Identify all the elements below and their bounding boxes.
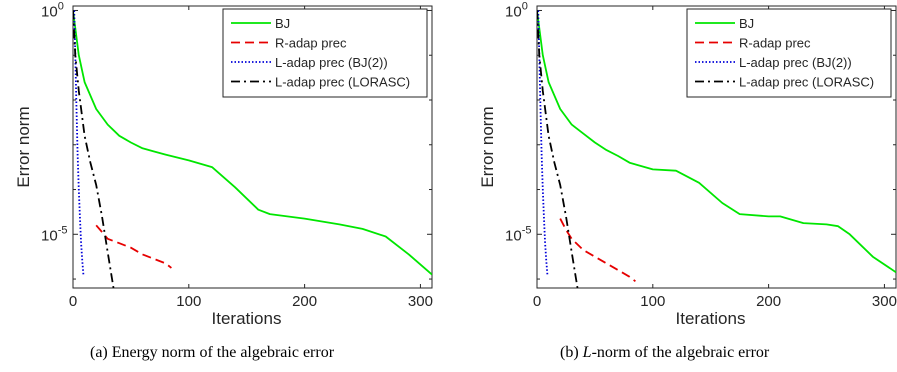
y-tick-exponent: 0: [58, 0, 64, 12]
y-tick-base: 10: [505, 227, 522, 244]
series-line-0: [537, 10, 896, 274]
legend-entry: L-adap prec (BJ(2)): [739, 55, 852, 70]
series-line-1: [559, 218, 636, 283]
series-line-0: [73, 10, 432, 276]
caption-b-prefix: (b): [560, 344, 583, 361]
x-tick-label: 0: [533, 293, 541, 310]
y-tick-exponent: 0: [522, 0, 528, 12]
series-group: [73, 10, 432, 288]
series-line-3: [73, 10, 115, 288]
y-axis-label: Error norm: [14, 106, 33, 187]
y-tick-label: 100: [41, 0, 64, 20]
x-tick-label: 300: [872, 293, 897, 310]
y-tick-label: 100: [505, 0, 528, 20]
caption-a: (a) Energy norm of the algebraic error: [90, 344, 334, 362]
x-axis-label: Iterations: [676, 309, 746, 328]
y-tick-label: 10-5: [41, 224, 67, 244]
x-axis-label: Iterations: [212, 309, 282, 328]
x-tick-label: 200: [756, 293, 781, 310]
caption-b: (b) L-norm of the algebraic error: [560, 344, 769, 362]
x-tick-label: 100: [176, 293, 201, 310]
y-tick-base: 10: [41, 3, 58, 20]
legend-entry: L-adap prec (LORASC): [739, 75, 874, 90]
caption-b-suffix: -norm of the algebraic error: [591, 344, 770, 361]
y-tick-exponent: -5: [58, 224, 68, 236]
legend-entry: BJ: [739, 16, 754, 31]
legend-entry: BJ: [275, 16, 290, 31]
y-tick-exponent: -5: [522, 224, 532, 236]
plot-frame: [72, 5, 433, 289]
plot-frame: [536, 5, 897, 289]
caption-b-math: L: [582, 344, 592, 361]
legend-entry: R-adap prec: [739, 36, 811, 51]
legend-entry: R-adap prec: [275, 36, 347, 51]
y-axis-label: Error norm: [478, 106, 497, 187]
x-tick-label: 300: [408, 293, 433, 310]
x-tick-label: 100: [640, 293, 665, 310]
series-line-3: [537, 10, 579, 288]
y-tick-base: 10: [41, 227, 58, 244]
x-tick-label: 0: [69, 293, 77, 310]
legend-entry: L-adap prec (BJ(2)): [275, 55, 388, 70]
series-line-1: [95, 224, 172, 269]
series-line-2: [73, 10, 85, 275]
y-tick-base: 10: [505, 3, 522, 20]
x-tick-label: 200: [292, 293, 317, 310]
y-tick-label: 10-5: [505, 224, 531, 244]
legend-entry: L-adap prec (LORASC): [275, 75, 410, 90]
series-line-2: [537, 10, 549, 275]
caption-a-text: (a) Energy norm of the algebraic error: [90, 344, 335, 361]
series-group: [537, 10, 896, 288]
